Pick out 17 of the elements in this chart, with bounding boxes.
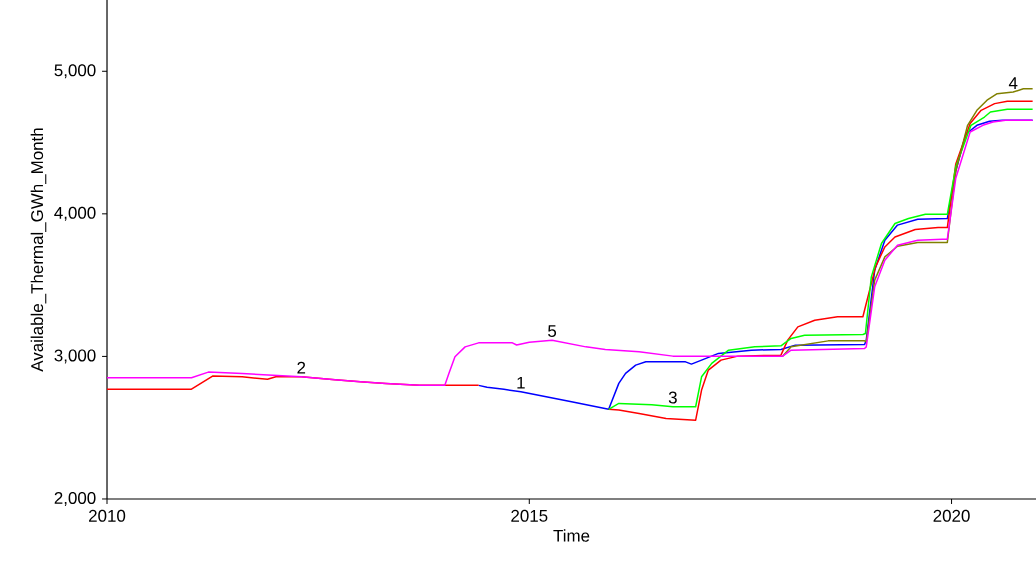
series-label: 1 <box>517 376 525 389</box>
line-series <box>106 119 1034 387</box>
series-label: 5 <box>548 325 557 337</box>
y-tick-label: 4,000 <box>54 206 96 221</box>
line-series <box>607 108 1034 411</box>
y-tick-label: 2,000 <box>54 491 96 506</box>
y-tick-label: 3,000 <box>54 349 96 364</box>
x-axis-title: Time <box>553 529 590 542</box>
y-axis-title: Available_Thermal_GWh_Month <box>30 128 47 372</box>
series-label: 2 <box>297 361 306 374</box>
x-tick-label: 2020 <box>933 509 970 522</box>
line-series <box>781 88 1034 357</box>
series-label: 3 <box>668 391 677 404</box>
series-label: 4 <box>1008 77 1018 89</box>
x-tick-label: 2010 <box>89 509 126 522</box>
y-tick-label: 5,000 <box>54 64 96 79</box>
x-tick-label: 2015 <box>511 509 548 522</box>
